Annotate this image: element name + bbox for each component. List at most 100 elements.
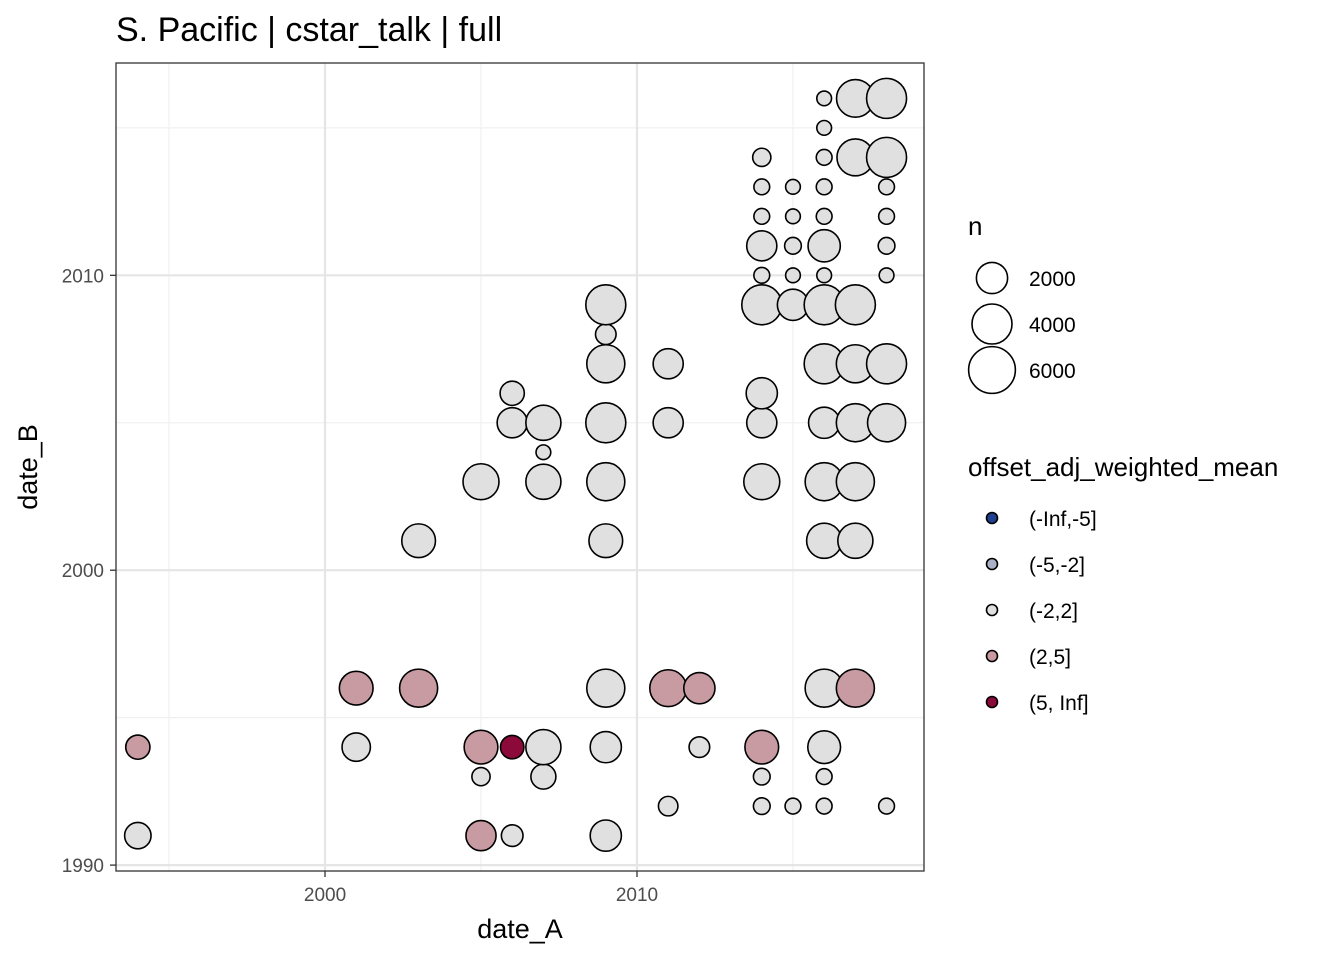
x-tick-label: 2000 xyxy=(304,885,346,906)
size-legend-label: 2000 xyxy=(1029,268,1076,291)
size-legend-title: n xyxy=(968,211,982,241)
data-point xyxy=(784,797,802,815)
data-point xyxy=(815,267,833,284)
data-point xyxy=(834,284,877,326)
data-point xyxy=(499,734,525,760)
data-point xyxy=(865,77,908,120)
color-legend-label: (2,5] xyxy=(1029,646,1071,669)
color-legend-label: (-5,-2] xyxy=(1029,554,1085,577)
data-point xyxy=(525,463,562,501)
panel-border xyxy=(115,62,925,872)
data-point xyxy=(400,523,437,559)
data-point xyxy=(584,401,627,444)
data-point xyxy=(682,671,716,705)
data-point xyxy=(124,734,151,761)
data-point xyxy=(589,730,623,764)
data-point xyxy=(398,668,439,708)
data-point xyxy=(751,147,772,168)
data-point xyxy=(594,323,617,346)
data-point xyxy=(525,404,562,442)
data-point xyxy=(815,90,833,107)
data-point xyxy=(123,821,152,850)
data-point xyxy=(815,767,833,786)
data-point xyxy=(742,462,781,501)
y-axis: 1990 2000 2010 xyxy=(62,266,116,877)
y-axis-title: date_B xyxy=(13,424,43,510)
color-legend-title: offset_adj_weighted_mean xyxy=(968,452,1278,482)
data-point xyxy=(341,732,372,763)
data-point xyxy=(657,795,679,817)
data-point xyxy=(877,236,896,255)
data-point xyxy=(535,444,552,461)
data-point xyxy=(530,763,557,790)
data-point xyxy=(688,736,711,759)
data-point xyxy=(462,462,500,501)
data-point xyxy=(806,729,842,765)
color-legend: offset_adj_weighted_mean (-Inf,-5] (-5,-2… xyxy=(968,452,1278,715)
y-tick-label: 2010 xyxy=(62,266,104,287)
data-point xyxy=(585,668,626,708)
x-tick-label: 2010 xyxy=(616,885,658,906)
data-point xyxy=(585,461,626,502)
data-point xyxy=(815,148,833,167)
data-point xyxy=(500,824,524,848)
data-point xyxy=(496,406,529,439)
size-legend-key xyxy=(967,345,1017,395)
plot-panel xyxy=(115,62,925,872)
data-point xyxy=(783,236,803,255)
data-point xyxy=(525,728,562,766)
color-legend-label: (5, Inf] xyxy=(1029,692,1089,715)
data-point xyxy=(652,347,685,380)
data-point xyxy=(752,796,771,816)
x-axis-title: date_A xyxy=(477,914,563,944)
data-point xyxy=(815,207,833,226)
size-legend-label: 4000 xyxy=(1029,314,1076,337)
chart-title: S. Pacific | cstar_talk | full xyxy=(116,11,502,49)
data-point xyxy=(753,207,771,226)
color-legend-key xyxy=(985,511,999,525)
data-point xyxy=(784,178,802,196)
data-point xyxy=(499,380,526,407)
data-point xyxy=(338,670,374,706)
data-point xyxy=(744,729,780,765)
color-legend-key xyxy=(985,649,999,663)
y-tick-label: 1990 xyxy=(62,856,104,877)
data-point xyxy=(589,819,623,853)
data-point xyxy=(865,342,908,385)
data-point xyxy=(588,523,624,559)
x-axis: 2000 2010 xyxy=(304,871,658,906)
data-point xyxy=(740,284,783,326)
data-point xyxy=(752,767,771,786)
data-point xyxy=(648,668,688,708)
color-legend-label: (-Inf,-5] xyxy=(1029,508,1097,531)
size-legend: n 2000 4000 6000 xyxy=(967,211,1076,395)
data-point xyxy=(877,797,896,815)
data-point xyxy=(877,178,896,196)
data-point xyxy=(745,406,778,439)
data-point xyxy=(753,266,771,285)
data-point xyxy=(878,267,895,284)
data-point xyxy=(835,461,876,502)
data-point xyxy=(807,228,842,263)
color-legend-label: (-2,2] xyxy=(1029,600,1078,623)
data-point xyxy=(753,178,771,196)
size-legend-key xyxy=(971,303,1013,345)
data-point xyxy=(805,522,843,560)
data-point xyxy=(471,766,491,787)
color-legend-key xyxy=(985,603,999,617)
data-point xyxy=(815,119,833,137)
data-points xyxy=(123,77,908,853)
data-point xyxy=(463,729,499,765)
data-point xyxy=(465,819,497,852)
color-legend-key xyxy=(985,557,999,571)
data-point xyxy=(584,284,627,326)
data-point xyxy=(745,376,779,410)
size-legend-key xyxy=(975,261,1009,295)
data-point xyxy=(835,668,876,708)
data-point xyxy=(585,343,626,384)
data-point xyxy=(815,178,833,196)
data-point xyxy=(877,207,896,226)
size-legend-label: 6000 xyxy=(1029,360,1076,383)
data-point xyxy=(652,406,685,439)
